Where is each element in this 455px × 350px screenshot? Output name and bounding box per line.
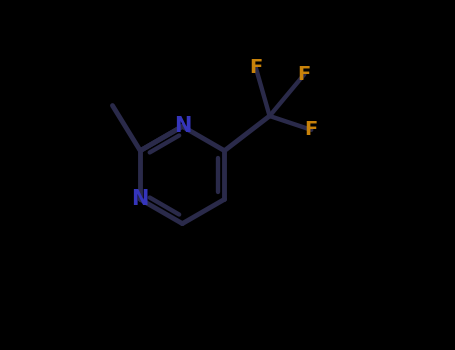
Text: F: F xyxy=(298,65,311,84)
Text: N: N xyxy=(174,117,191,136)
Text: F: F xyxy=(249,58,263,77)
Text: N: N xyxy=(131,189,149,209)
Text: F: F xyxy=(305,120,318,139)
